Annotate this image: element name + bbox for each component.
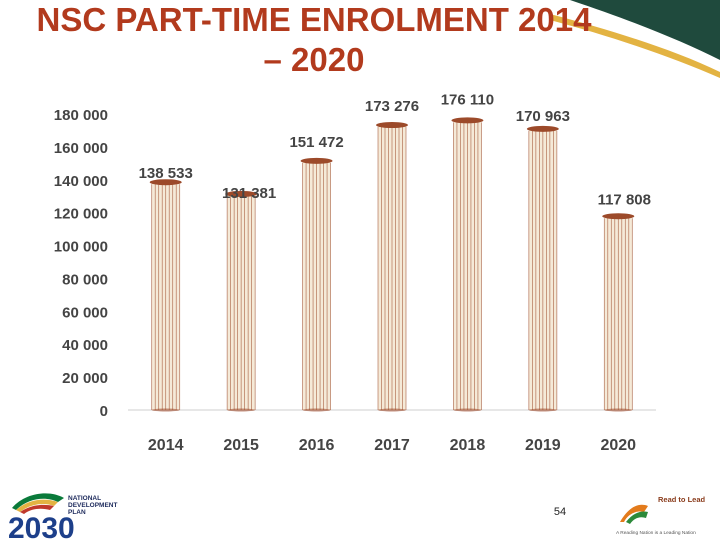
- rtl-tagline: A Reading Nation is a Leading Nation: [616, 530, 696, 536]
- data-label: 138 533: [139, 165, 193, 182]
- bar-base: [302, 408, 331, 412]
- read-to-lead-logo: Read to Lead A Reading Nation is a Leadi…: [616, 495, 706, 536]
- x-tick-label: 2017: [374, 437, 410, 454]
- data-label: 151 472: [289, 134, 343, 151]
- bar-cap: [376, 122, 408, 129]
- decorative-swoosh: [550, 0, 720, 78]
- y-tick-label: 0: [100, 403, 108, 420]
- y-tick-label: 140 000: [54, 173, 108, 190]
- y-tick-label: 80 000: [62, 271, 108, 288]
- y-tick-label: 120 000: [54, 206, 108, 223]
- x-tick-label: 2019: [525, 437, 561, 454]
- ndp-year: 2030: [8, 512, 75, 540]
- x-tick-label: 2016: [299, 437, 335, 454]
- bar-cap: [149, 179, 182, 186]
- y-tick-label: 160 000: [54, 140, 108, 157]
- bar-base: [604, 408, 633, 412]
- y-tick-label: 100 000: [54, 239, 108, 256]
- y-tick-label: 20 000: [62, 370, 108, 387]
- data-label: 173 276: [365, 98, 419, 115]
- slide-title: NSC PART-TIME ENROLMENT 2014 – 2020: [14, 0, 614, 80]
- rtl-title: Read to Lead: [658, 495, 706, 504]
- bar-cap: [602, 213, 635, 220]
- bar-base: [151, 408, 180, 412]
- bar-base: [453, 408, 482, 412]
- ndp-2030-logo: NATIONAL DEVELOPMENT PLAN 2030: [8, 493, 118, 540]
- y-tick-label: 40 000: [62, 337, 108, 354]
- slide-title-line2: – 2020: [263, 41, 365, 78]
- ndp-text-line2: DEVELOPMENT: [68, 502, 118, 509]
- data-label: 117 808: [598, 191, 651, 208]
- bar-cap: [526, 125, 559, 132]
- data-label: 176 110: [441, 91, 494, 108]
- bar-base: [227, 408, 256, 412]
- x-tick-label: 2018: [450, 437, 486, 454]
- data-label: 170 963: [516, 108, 570, 125]
- x-tick-label: 2020: [600, 437, 636, 454]
- slide-title-line1: NSC PART-TIME ENROLMENT 2014: [36, 1, 592, 38]
- bar-base: [528, 408, 557, 412]
- y-tick-label: 60 000: [62, 304, 108, 321]
- ndp-text-line3: PLAN: [68, 509, 86, 516]
- bar-cap: [300, 157, 333, 164]
- enrolment-bar-chart: 0 20 000 40 000 60 000 80 000 100 000 120 000 1…: [54, 91, 656, 454]
- x-tick-label: 2014: [148, 437, 184, 454]
- data-label: 131 381: [222, 185, 276, 202]
- y-tick-label: 180 000: [54, 107, 108, 124]
- bar-cap: [225, 190, 258, 197]
- x-tick-label: 2015: [223, 437, 259, 454]
- bar-cap: [451, 117, 484, 124]
- page-number: 54: [553, 506, 567, 518]
- ndp-text-line1: NATIONAL: [68, 495, 101, 502]
- bar-base: [378, 408, 406, 412]
